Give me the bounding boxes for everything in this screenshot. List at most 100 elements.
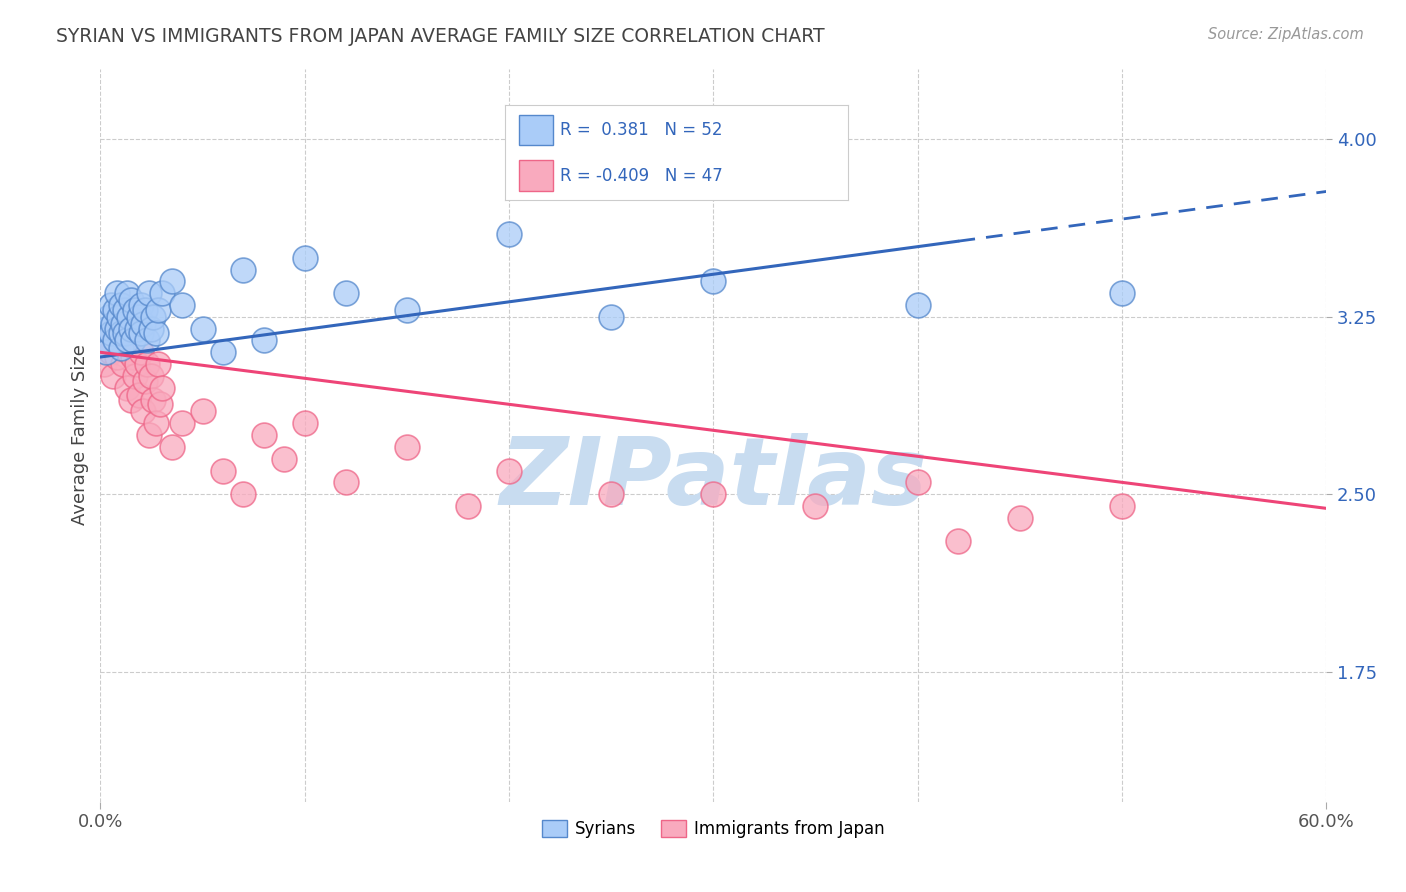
Point — [104, 302, 127, 317]
Point — [138, 428, 160, 442]
Y-axis label: Average Family Size: Average Family Size — [72, 344, 89, 525]
Point — [335, 475, 357, 490]
Point — [114, 334, 136, 348]
Point — [141, 368, 163, 383]
Point — [96, 345, 118, 359]
Point — [104, 334, 127, 348]
Point — [294, 416, 316, 430]
Point — [273, 451, 295, 466]
Point — [124, 368, 146, 383]
Point — [212, 345, 235, 359]
Point — [128, 388, 150, 402]
Point — [105, 350, 128, 364]
Point — [115, 381, 138, 395]
Point — [907, 298, 929, 312]
Point — [191, 321, 214, 335]
Point — [115, 334, 138, 348]
Legend: Syrians, Immigrants from Japan: Syrians, Immigrants from Japan — [534, 813, 891, 845]
Point — [111, 317, 134, 331]
Point — [141, 321, 163, 335]
Point — [110, 341, 132, 355]
Point — [111, 357, 134, 371]
Point — [96, 321, 118, 335]
Point — [212, 463, 235, 477]
Point — [104, 326, 127, 341]
Point — [129, 298, 152, 312]
Point — [93, 334, 115, 348]
Point — [127, 357, 149, 371]
Point — [294, 251, 316, 265]
Point — [145, 416, 167, 430]
Point — [172, 416, 194, 430]
Point — [702, 274, 724, 288]
Point — [498, 463, 520, 477]
Point — [232, 487, 254, 501]
Point — [395, 302, 418, 317]
Point — [128, 310, 150, 324]
Text: ZIPatlas: ZIPatlas — [499, 433, 928, 525]
Text: Source: ZipAtlas.com: Source: ZipAtlas.com — [1208, 27, 1364, 42]
Point — [132, 404, 155, 418]
Point — [150, 381, 173, 395]
Point — [96, 334, 118, 348]
Point — [114, 302, 136, 317]
Point — [395, 440, 418, 454]
Point — [136, 334, 159, 348]
Point — [1008, 511, 1031, 525]
Point — [149, 397, 172, 411]
Point — [105, 286, 128, 301]
Point — [142, 310, 165, 324]
Point — [120, 321, 142, 335]
Point — [110, 341, 132, 355]
Point — [110, 326, 132, 341]
Point — [100, 298, 122, 312]
Point — [160, 440, 183, 454]
Point — [129, 326, 152, 341]
Point — [134, 374, 156, 388]
Point — [122, 334, 145, 348]
Point — [136, 357, 159, 371]
Point — [191, 404, 214, 418]
Point — [948, 534, 970, 549]
Point — [93, 357, 115, 371]
Point — [145, 326, 167, 341]
Point — [114, 326, 136, 341]
Text: SYRIAN VS IMMIGRANTS FROM JAPAN AVERAGE FAMILY SIZE CORRELATION CHART: SYRIAN VS IMMIGRANTS FROM JAPAN AVERAGE … — [56, 27, 825, 45]
Point — [124, 302, 146, 317]
Point — [457, 499, 479, 513]
Point — [105, 321, 128, 335]
Point — [142, 392, 165, 407]
Point — [129, 345, 152, 359]
Point — [498, 227, 520, 241]
Point — [100, 345, 122, 359]
Point — [122, 350, 145, 364]
Point — [172, 298, 194, 312]
Point — [907, 475, 929, 490]
Point — [100, 326, 122, 341]
Point — [146, 302, 169, 317]
Point — [118, 310, 141, 324]
Point — [120, 293, 142, 308]
Point — [107, 310, 129, 324]
Point — [1111, 499, 1133, 513]
Point — [253, 428, 276, 442]
Point — [115, 286, 138, 301]
Point — [232, 262, 254, 277]
Point — [335, 286, 357, 301]
Point — [160, 274, 183, 288]
Point — [150, 286, 173, 301]
Point — [253, 334, 276, 348]
Point — [120, 392, 142, 407]
Point — [702, 487, 724, 501]
Point — [804, 499, 827, 513]
Point — [118, 345, 141, 359]
Point — [1111, 286, 1133, 301]
Point — [132, 317, 155, 331]
Point — [138, 286, 160, 301]
Point — [107, 317, 129, 331]
Point — [101, 317, 124, 331]
Point — [146, 357, 169, 371]
Point — [101, 368, 124, 383]
Point — [110, 298, 132, 312]
Point — [97, 310, 120, 324]
